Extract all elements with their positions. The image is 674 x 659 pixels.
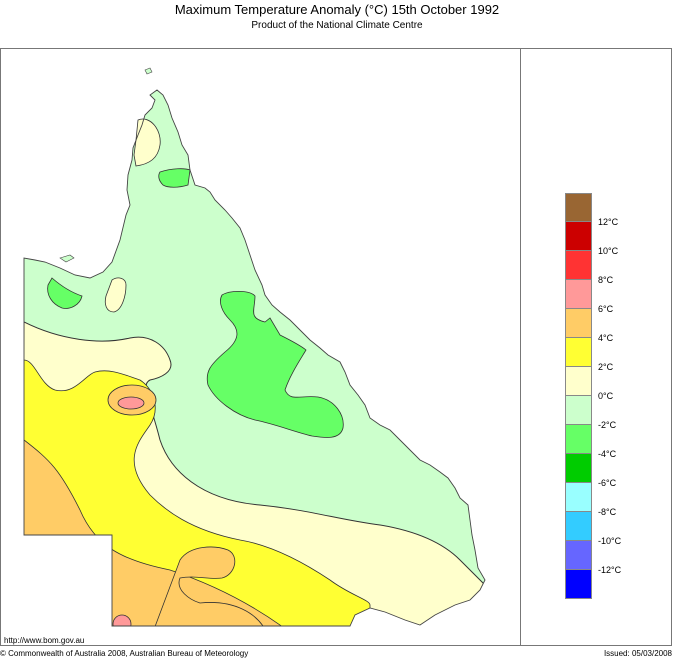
color-legend bbox=[565, 193, 593, 599]
legend-swatch-2-4 bbox=[565, 338, 592, 367]
region-6-8-corner bbox=[112, 614, 132, 626]
island-icon bbox=[144, 67, 153, 75]
region-0-2-gulf bbox=[104, 277, 127, 313]
region-minus4-minus2-cape bbox=[158, 168, 191, 188]
region-minus4-minus2-gulf bbox=[47, 277, 83, 309]
legend-swatch-minus10-minus8 bbox=[565, 512, 592, 541]
legend-swatch-gt12 bbox=[565, 193, 592, 222]
legend-tick: 4°C bbox=[598, 333, 614, 343]
island-icon bbox=[59, 254, 75, 263]
legend-swatch-10-12 bbox=[565, 222, 592, 251]
legend-tick: -12°C bbox=[598, 565, 622, 575]
legend-tick: -2°C bbox=[598, 420, 617, 430]
map-subtitle: Product of the National Climate Centre bbox=[251, 20, 423, 31]
legend-swatch-minus6-minus4 bbox=[565, 454, 592, 483]
legend-swatch-minus8-minus6 bbox=[565, 483, 592, 512]
issued-date: Issued: 05/03/2008 bbox=[603, 649, 672, 658]
legend-tick: -6°C bbox=[598, 478, 617, 488]
region-6-8-central bbox=[117, 396, 145, 410]
legend-tick: -8°C bbox=[598, 507, 617, 517]
map-frame bbox=[0, 48, 672, 646]
legend-swatch-minus4-minus2 bbox=[565, 425, 592, 454]
legend-tick: 6°C bbox=[598, 304, 614, 314]
queensland-anomaly-map bbox=[23, 67, 486, 627]
legend-tick: 2°C bbox=[598, 362, 614, 372]
legend-swatch-minus2-0 bbox=[565, 396, 592, 425]
region-4-6-south bbox=[149, 546, 271, 626]
map-title: Maximum Temperature Anomaly (°C) 15th Oc… bbox=[174, 2, 500, 17]
legend-tick: 10°C bbox=[598, 246, 619, 256]
legend-swatch-minus12-minus10 bbox=[565, 541, 592, 570]
legend-swatch-8-10 bbox=[565, 251, 592, 280]
legend-tick: -10°C bbox=[598, 536, 622, 546]
copyright-notice: © Commonwealth of Australia 2008, Austra… bbox=[0, 649, 249, 658]
queensland-coastline bbox=[23, 89, 486, 627]
legend-swatch-0-2 bbox=[565, 367, 592, 396]
region-0-2-cape bbox=[133, 118, 161, 167]
legend-swatch-6-8 bbox=[565, 280, 592, 309]
legend-tick: 0°C bbox=[598, 391, 614, 401]
legend-swatch-lt-minus12 bbox=[565, 570, 592, 599]
legend-tick: 8°C bbox=[598, 275, 614, 285]
frame-divider bbox=[520, 48, 521, 646]
legend-tick: 12°C bbox=[598, 217, 619, 227]
legend-swatch-4-6 bbox=[565, 309, 592, 338]
region-minus4-minus2-central bbox=[206, 290, 344, 438]
legend-tick: -4°C bbox=[598, 449, 617, 459]
bom-url-link[interactable]: http://www.bom.gov.au bbox=[4, 636, 85, 645]
